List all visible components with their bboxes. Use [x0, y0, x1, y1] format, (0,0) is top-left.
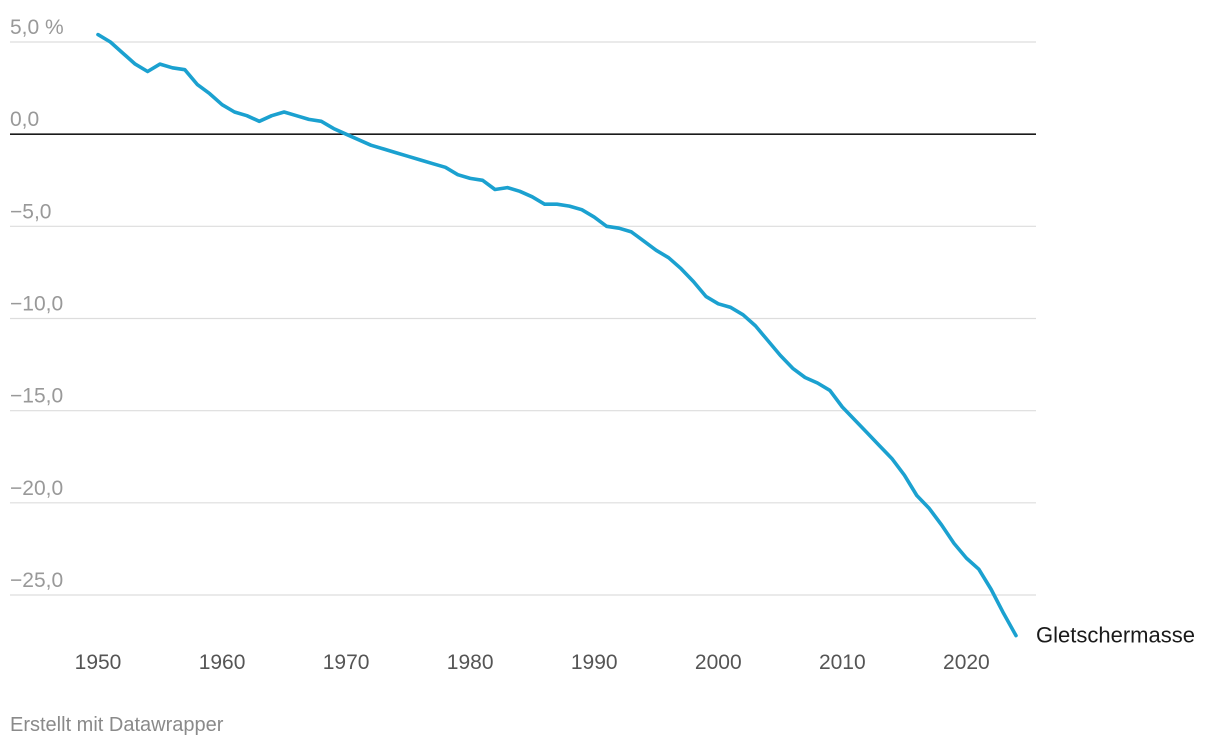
- x-tick-label: 1970: [323, 651, 370, 674]
- y-tick-label: −5,0: [10, 200, 51, 223]
- line-chart: 5,0 % 0,0 −5,0 −10,0 −15,0 −20,0 −25,0 1950 196…: [10, 16, 1195, 674]
- y-tick-label: −10,0: [10, 293, 63, 316]
- x-tick-label: 1950: [75, 651, 122, 674]
- series-layer: Gletschermasse: [96, 32, 1195, 648]
- series-label: Gletschermasse: [1036, 623, 1195, 648]
- y-tick-label: −15,0: [10, 385, 63, 408]
- y-tick-label: −20,0: [10, 477, 63, 500]
- footer-credit: Erstellt mit Datawrapper: [10, 714, 224, 736]
- x-axis-tick-labels: 1950 1960 1970 1980 1990 2000 2010 2020: [75, 651, 990, 674]
- x-tick-label: 2010: [819, 651, 866, 674]
- x-tick-label: 2020: [943, 651, 990, 674]
- gridlines: [10, 41, 1036, 596]
- series-line-gletschermasse: [96, 32, 1018, 638]
- x-tick-label: 2000: [695, 651, 742, 674]
- x-tick-label: 1960: [199, 651, 246, 674]
- x-tick-label: 1990: [571, 651, 618, 674]
- y-tick-label: 5,0 %: [10, 16, 64, 39]
- y-axis-tick-labels: 5,0 % 0,0 −5,0 −10,0 −15,0 −20,0 −25,0: [10, 16, 64, 592]
- y-tick-label: 0,0: [10, 108, 39, 131]
- x-tick-label: 1980: [447, 651, 494, 674]
- y-tick-label: −25,0: [10, 569, 63, 592]
